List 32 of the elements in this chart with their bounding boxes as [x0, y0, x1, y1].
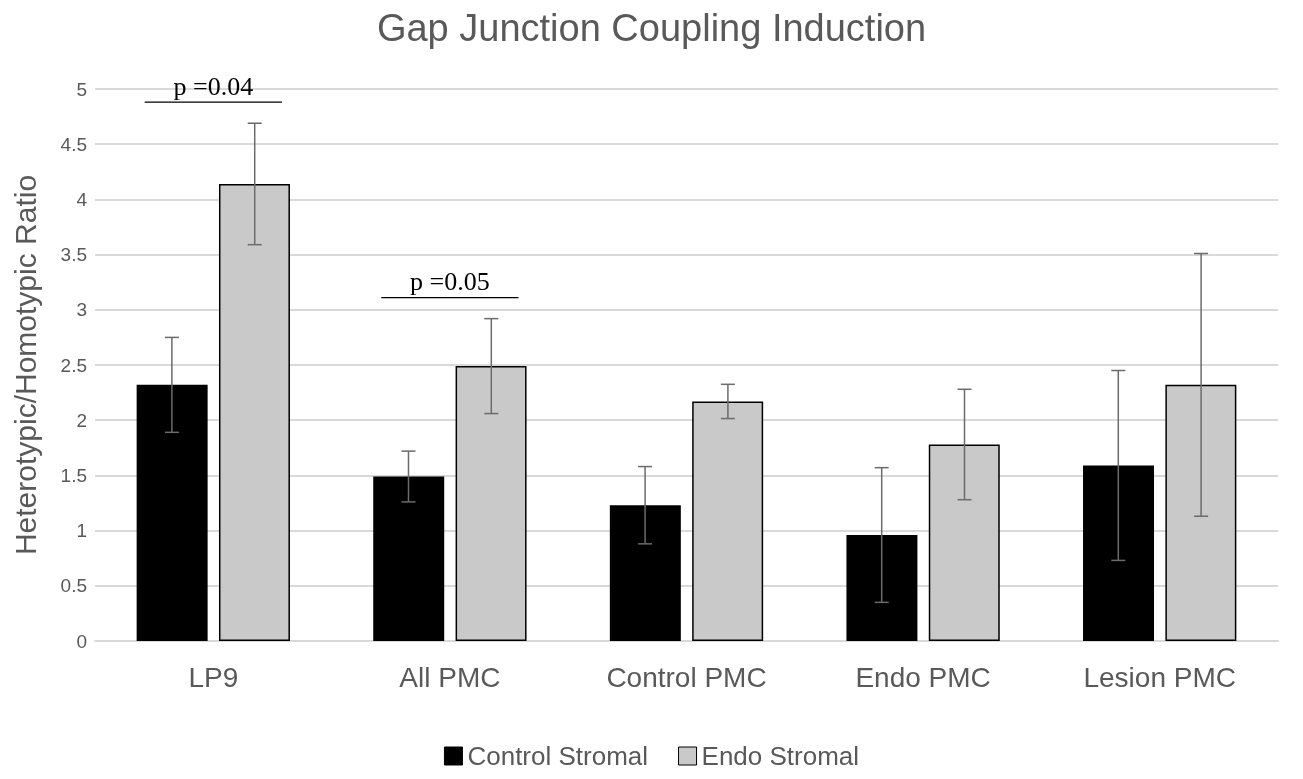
bar [1165, 384, 1237, 641]
bar [218, 183, 290, 641]
chart-title: Gap Junction Coupling Induction [376, 7, 927, 49]
annotation: p =0.05 [410, 267, 490, 297]
y-tick-label: 1.5 [60, 464, 87, 486]
bar [928, 444, 1000, 641]
legend-label: Control Stromal [467, 741, 649, 771]
bar [846, 535, 918, 641]
x-tick-label: Endo PMC [855, 661, 991, 693]
bar [609, 505, 681, 641]
y-axis-title: Heterotypic/Homotypic Ratio [8, 174, 42, 556]
y-tick-label: 4 [76, 188, 88, 210]
x-tick-label: All PMC [399, 661, 501, 693]
bar [1083, 465, 1155, 641]
x-tick-label: Lesion PMC [1083, 661, 1236, 693]
bar [692, 401, 764, 641]
y-tick-label: 5 [76, 78, 87, 100]
y-tick-label: 2 [76, 409, 87, 431]
x-tick-label: Control PMC [606, 661, 767, 693]
bar [136, 384, 208, 641]
y-tick-label: 0.5 [60, 575, 87, 597]
y-tick-label: 4.5 [60, 133, 87, 155]
y-tick-label: 3 [76, 299, 87, 321]
annotation: p =0.04 [173, 71, 254, 101]
y-tick-label: 3.5 [60, 244, 87, 266]
legend-label: Endo Stromal [701, 741, 860, 771]
y-tick-label: 0 [76, 630, 87, 652]
bar [455, 366, 527, 641]
y-tick-label: 2.5 [60, 354, 87, 376]
y-tick-label: 1 [76, 520, 87, 542]
bar [373, 476, 445, 641]
x-tick-label: LP9 [188, 661, 239, 693]
